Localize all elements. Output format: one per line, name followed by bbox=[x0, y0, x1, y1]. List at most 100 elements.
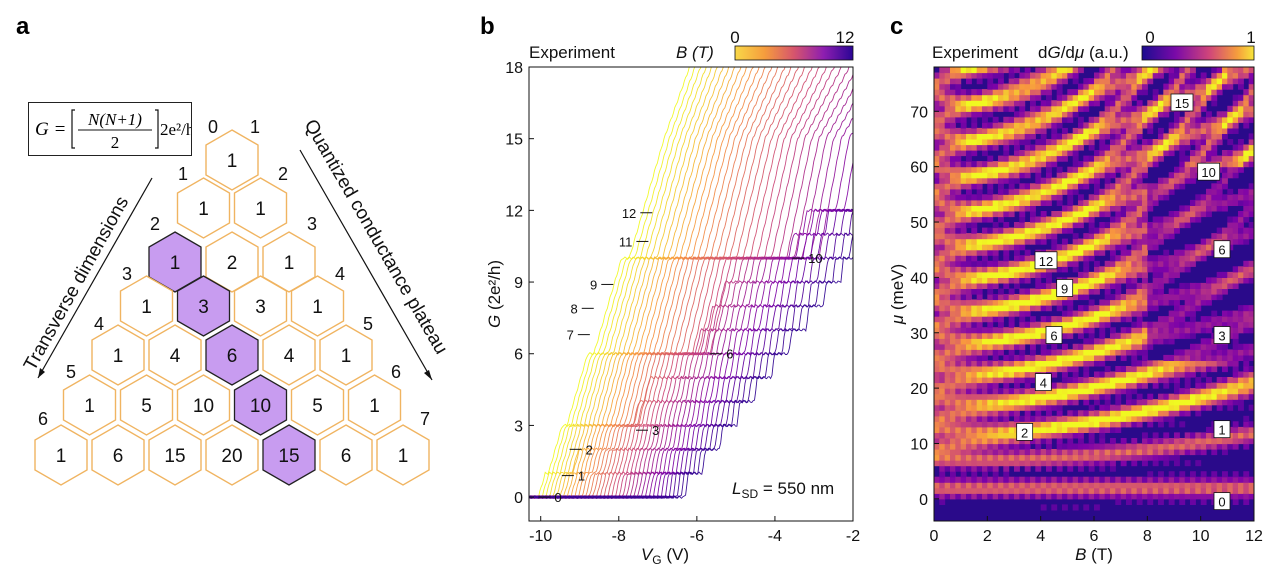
heatmap-cell bbox=[1232, 271, 1239, 278]
y-tick-label: 0 bbox=[919, 492, 928, 509]
formula-box: G = N(N+1) 2 2e²/h bbox=[28, 102, 195, 156]
heatmap-cell bbox=[1040, 327, 1047, 334]
heatmap-cell bbox=[1174, 360, 1180, 367]
heatmap-cell bbox=[1238, 388, 1244, 395]
heatmap-cell bbox=[1152, 449, 1159, 456]
heatmap-cell bbox=[1211, 471, 1218, 478]
heatmap-cell bbox=[1216, 316, 1223, 323]
heatmap-cell bbox=[987, 227, 994, 234]
heatmap-cell bbox=[966, 332, 972, 339]
heatmap-cell bbox=[1094, 211, 1100, 218]
heatmap-cell bbox=[1131, 332, 1138, 339]
heatmap-cell bbox=[1211, 183, 1218, 190]
heatmap-cell bbox=[1142, 371, 1148, 378]
heatmap-cell bbox=[1104, 211, 1111, 218]
heatmap-cell bbox=[1238, 404, 1244, 411]
heatmap-cell bbox=[1227, 116, 1234, 123]
heatmap-cell bbox=[1072, 382, 1079, 389]
heatmap-cell bbox=[1115, 116, 1122, 123]
heatmap-cell bbox=[1152, 238, 1159, 245]
heatmap-cell bbox=[1248, 72, 1254, 79]
heatmap-cell bbox=[1110, 382, 1116, 389]
heatmap-cell bbox=[1136, 343, 1143, 350]
heatmap-cell bbox=[1040, 438, 1047, 445]
heatmap-cell bbox=[1131, 377, 1138, 384]
heatmap-cell bbox=[1126, 111, 1132, 118]
heatmap-cell bbox=[1019, 166, 1026, 173]
heatmap-cell bbox=[1184, 354, 1191, 361]
heatmap-cell bbox=[1243, 266, 1250, 273]
box-label: 10 bbox=[1201, 165, 1215, 180]
heatmap-cell bbox=[960, 249, 967, 256]
heatmap-cell bbox=[987, 410, 994, 417]
heatmap-cell bbox=[1163, 460, 1170, 467]
heatmap-cell bbox=[1110, 111, 1116, 118]
right-index: 7 bbox=[420, 409, 430, 429]
heatmap-cell bbox=[1200, 399, 1207, 406]
heatmap-cell bbox=[944, 150, 951, 157]
heatmap-cell bbox=[955, 188, 962, 195]
heatmap-cell bbox=[1131, 244, 1138, 251]
heatmap-cell bbox=[982, 388, 988, 395]
heatmap-cell bbox=[1195, 487, 1202, 494]
heatmap-cell bbox=[1110, 371, 1116, 378]
heatmap-cell bbox=[1094, 421, 1100, 428]
heatmap-cell bbox=[960, 410, 967, 417]
heatmap-cell bbox=[1142, 277, 1148, 284]
heatmap-cell bbox=[1163, 83, 1170, 90]
heatmap-cell bbox=[1190, 482, 1196, 489]
left-arrow-line bbox=[37, 177, 153, 379]
heatmap-cell bbox=[1008, 133, 1015, 140]
heatmap-cell bbox=[1120, 177, 1127, 184]
heatmap-cell bbox=[1083, 366, 1090, 373]
heatmap-cell bbox=[1136, 150, 1143, 157]
heatmap-cell bbox=[1003, 227, 1010, 234]
heatmap-cell bbox=[1174, 487, 1180, 494]
heatmap-cell bbox=[1088, 244, 1095, 251]
heatmap-cell bbox=[982, 89, 988, 96]
heatmap-cell bbox=[971, 449, 978, 456]
heatmap-cell bbox=[1131, 410, 1138, 417]
heatmap-cell bbox=[944, 94, 951, 101]
heatmap-cell bbox=[966, 199, 972, 206]
heatmap-cell bbox=[934, 111, 940, 118]
heatmap-cell bbox=[1179, 349, 1186, 356]
heatmap-cell bbox=[1099, 282, 1106, 289]
hexagon-value: 1 bbox=[56, 446, 67, 467]
heatmap-cell bbox=[1104, 305, 1111, 312]
heatmap-cell bbox=[1104, 144, 1111, 151]
heatmap-cell bbox=[992, 415, 999, 422]
heatmap-cell bbox=[1179, 354, 1186, 361]
heatmap-cell bbox=[1099, 150, 1106, 157]
heatmap-cell bbox=[982, 399, 988, 406]
field-trace bbox=[529, 67, 696, 499]
heatmap-cell bbox=[1008, 404, 1015, 411]
heatmap-cell bbox=[960, 338, 967, 345]
panel-b-title: Experiment bbox=[529, 43, 615, 62]
heatmap-cell bbox=[966, 166, 972, 173]
heatmap-cell bbox=[1216, 382, 1223, 389]
heatmap-cell bbox=[976, 288, 983, 295]
heatmap-cell bbox=[1104, 338, 1111, 345]
y-tick-label: 9 bbox=[514, 275, 523, 292]
heatmap-cell bbox=[1227, 354, 1234, 361]
heatmap-cell bbox=[1003, 83, 1010, 90]
heatmap-cell bbox=[1222, 482, 1228, 489]
heatmap-cell bbox=[1094, 116, 1100, 123]
right-index: 5 bbox=[363, 314, 373, 334]
heatmap-cell bbox=[939, 94, 946, 101]
heatmap-cell bbox=[1110, 83, 1116, 90]
plateau-label: 8 bbox=[571, 301, 578, 316]
heatmap-cell bbox=[944, 327, 951, 334]
heatmap-cell bbox=[1147, 421, 1154, 428]
heatmap-cell bbox=[1147, 111, 1154, 118]
heatmap-cell bbox=[1227, 476, 1234, 483]
heatmap-cell bbox=[955, 227, 962, 234]
heatmap-cell bbox=[1147, 227, 1154, 234]
heatmap-cell bbox=[1163, 316, 1170, 323]
y-tick-label: 70 bbox=[910, 104, 928, 121]
heatmap-cell bbox=[1168, 127, 1175, 134]
heatmap-cell bbox=[1072, 360, 1079, 367]
heatmap-cell bbox=[950, 83, 956, 90]
